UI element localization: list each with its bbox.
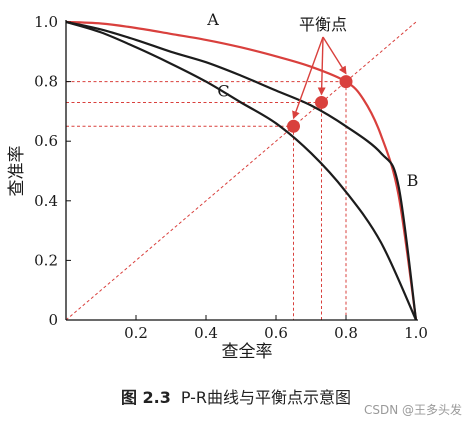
- x-tick-label: 1.0: [404, 324, 428, 342]
- break-even-label: 平衡点: [299, 15, 347, 34]
- break-even-point: [339, 75, 353, 89]
- axes: [65, 20, 418, 321]
- curve-labels: A B C: [206, 10, 418, 190]
- axis-ticks: 0.2 0.4 0.6 0.8 1.0 0 0.2 0.4 0.6 0.8 1.0: [34, 13, 428, 342]
- x-tick-label: 0.6: [264, 324, 288, 342]
- figure-number: 图 2.3: [120, 388, 171, 407]
- break-even-point: [315, 95, 328, 109]
- guide-lines: [65, 21, 417, 321]
- break-even-points: [287, 75, 353, 133]
- diagonal-line: [65, 21, 417, 321]
- y-tick-label: 0.2: [34, 251, 58, 269]
- x-tick-label: 0.4: [194, 324, 218, 342]
- curve-a: [65, 20, 418, 321]
- x-tick-label: 0.2: [124, 324, 148, 342]
- break-even-arrow: [292, 36, 324, 120]
- figure-caption: 图 2.3 P-R曲线与平衡点示意图: [0, 384, 472, 408]
- y-tick-label: 0: [48, 311, 58, 329]
- x-tick-label: 0.8: [334, 324, 358, 342]
- y-axis-label: 查准率: [7, 146, 27, 197]
- curve-label-c: C: [217, 82, 229, 101]
- y-tick-label: 0.8: [34, 73, 58, 91]
- curve-b: [65, 20, 418, 321]
- caption-text: P-R曲线与平衡点示意图: [180, 388, 352, 407]
- break-even-arrow: [317, 36, 326, 96]
- curve-label-b: B: [407, 171, 419, 190]
- break-even-annotation: 平衡点: [292, 15, 347, 120]
- watermark: CSDN @王多头发: [363, 403, 462, 417]
- curve-label-a: A: [206, 10, 219, 29]
- pr-curves: [65, 20, 418, 321]
- y-tick-label: 1.0: [34, 13, 58, 31]
- y-tick-label: 0.4: [34, 192, 58, 210]
- x-axis-label: 查全率: [222, 342, 273, 362]
- curve-c: [65, 20, 418, 321]
- break-even-point: [287, 119, 300, 133]
- y-tick-label: 0.6: [34, 132, 58, 150]
- break-even-arrow: [322, 36, 347, 75]
- pr-curve-chart: 0.2 0.4 0.6 0.8 1.000.20.40.60.81.0 ABC 平衡点 …: [7, 10, 428, 362]
